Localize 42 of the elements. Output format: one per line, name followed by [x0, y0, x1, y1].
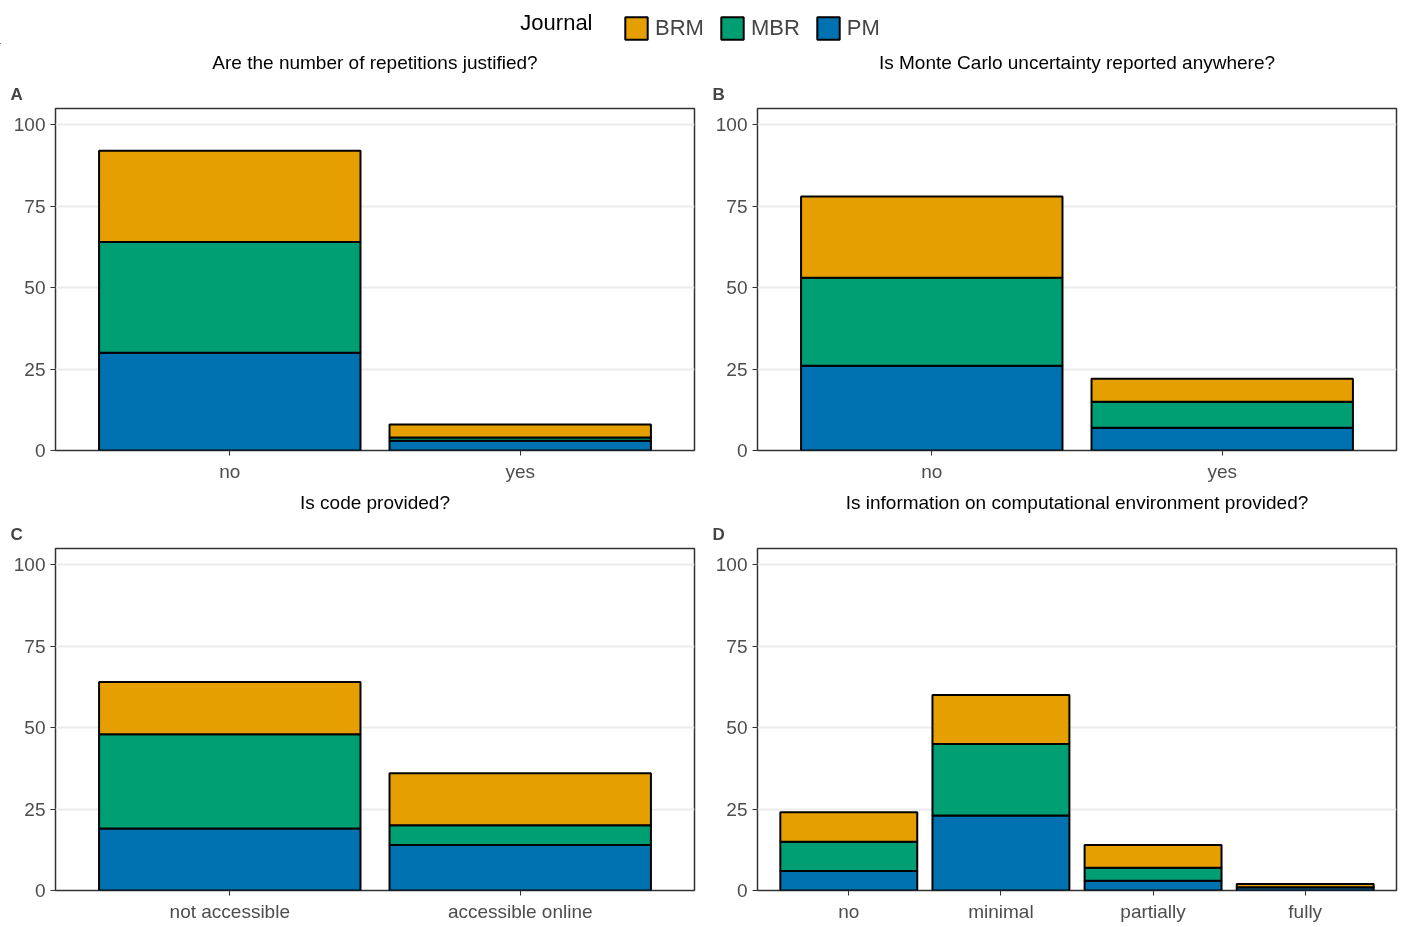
x-tick-label: yes: [1207, 460, 1238, 482]
text: C: [10, 524, 23, 544]
y-tick-label: 25: [24, 798, 46, 820]
x-tick-label: minimal: [968, 900, 1034, 922]
y-tick-label: 50: [726, 277, 748, 299]
y-tick-label: 50: [726, 717, 748, 739]
x-tick-label: partially: [1120, 900, 1187, 922]
y-tick-label: 100: [715, 114, 748, 136]
chart-title: Is code provided?: [300, 491, 451, 513]
y-tick-label: 75: [24, 635, 46, 657]
legend-label: BRM: [655, 15, 704, 41]
y-tick-label: 0: [34, 880, 46, 901]
x-tick-label: accessible online: [447, 900, 593, 922]
x-tick-label: not accessible: [169, 900, 290, 922]
y-tick-label: 50: [24, 277, 46, 299]
y-tick-label: 25: [24, 358, 46, 380]
x-tick-label: no: [921, 460, 943, 482]
legend-label: MBR: [750, 15, 800, 41]
chart-title: Is information on computational environment provided?: [845, 491, 1309, 513]
text: D: [712, 524, 725, 544]
y-tick-label: 0: [736, 880, 748, 901]
x-tick-label: no: [219, 460, 241, 482]
y-tick-label: 50: [24, 717, 46, 739]
y-tick-label: 0: [34, 440, 46, 461]
chart-title: Is Monte Carlo uncertainty reported anywhere?: [878, 51, 1276, 73]
y-tick-label: 25: [726, 358, 748, 380]
x-tick-label: fully: [1288, 900, 1323, 922]
legend-title: Journal: [520, 10, 593, 35]
y-tick-label: 0: [736, 440, 748, 461]
y-tick-label: 75: [726, 195, 748, 217]
chart-title: Are the number of repetitions justified?: [212, 51, 538, 73]
y-tick-label: 75: [726, 635, 748, 657]
x-tick-label: no: [838, 900, 860, 922]
x-tick-label: yes: [505, 460, 536, 482]
y-tick-label: 100: [13, 554, 46, 576]
legend-label: PM: [846, 15, 880, 41]
text: B: [712, 84, 725, 104]
y-tick-label: 25: [726, 798, 748, 820]
y-tick-label: 75: [24, 195, 46, 217]
y-tick-label: 100: [715, 554, 748, 576]
y-tick-label: 100: [13, 114, 46, 136]
text: A: [10, 84, 23, 104]
